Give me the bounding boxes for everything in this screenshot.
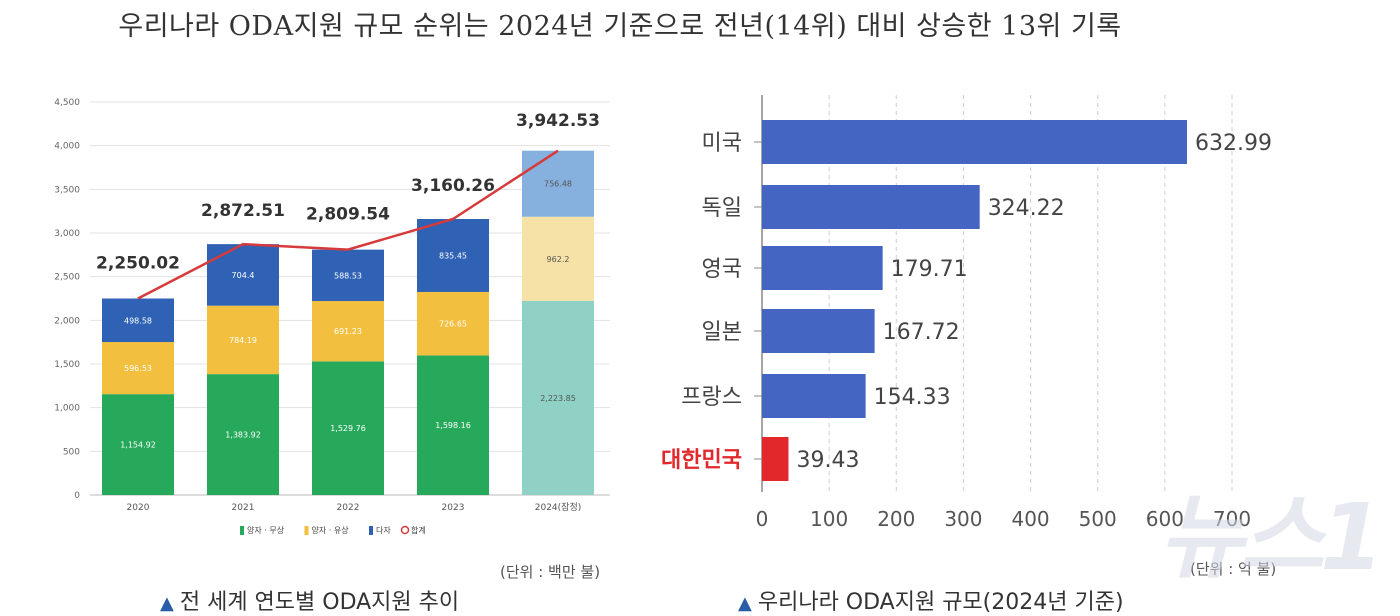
legend-swatch [369, 526, 373, 535]
stacked-bar-segment [102, 394, 174, 495]
legend-swatch [304, 526, 309, 535]
total-value-label: 2,872.51 [201, 201, 285, 221]
segment-value-label: 835.45 [439, 251, 467, 260]
x-tick-label: 0 [756, 507, 769, 531]
y-tick-label: 4,500 [54, 98, 80, 108]
stacked-bar-segment [522, 216, 594, 301]
headline: 우리나라 ODA지원 규모 순위는 2024년 기준으로 전년(14위) 대비 … [118, 11, 1122, 42]
right-unit-note: (단위 : 억 불) [1190, 560, 1277, 578]
x-tick-label: 600 [1146, 507, 1184, 531]
y-tick-label: 3,500 [54, 185, 80, 195]
category-label: 미국 [702, 131, 742, 156]
segment-value-label: 704.4 [232, 271, 255, 280]
category-label: 독일 [702, 196, 742, 221]
stacked-bar-segment [102, 298, 174, 343]
bar [762, 309, 875, 353]
segment-value-label: 2,223.85 [540, 394, 576, 403]
stacked-bar-segment [207, 305, 279, 375]
right-caption-text: 우리나라 ODA지원 규모(2024년 기준) [757, 590, 1124, 615]
segment-value-label: 756.48 [544, 180, 572, 189]
stacked-bar-segment [312, 249, 384, 302]
bar-value-label: 154.33 [874, 385, 951, 410]
category-label: 일본 [702, 320, 742, 345]
bar [762, 185, 980, 229]
bar [762, 437, 789, 481]
stacked-bar-segment [312, 301, 384, 362]
stacked-bar-segment [207, 244, 279, 306]
left-caption-text: 전 세계 연도별 ODA지원 추이 [179, 590, 460, 615]
segment-value-label: 726.65 [439, 320, 467, 329]
x-tick-label: 2020 [127, 503, 150, 513]
stacked-bar-segment [102, 342, 174, 395]
bar-value-label: 324.22 [988, 196, 1065, 221]
x-tick-label: 700 [1213, 507, 1251, 531]
watermark-logo: 뉴스1 [1158, 484, 1384, 591]
segment-value-label: 1,383.92 [225, 431, 261, 440]
legend-swatch [240, 526, 244, 535]
bar-value-label: 179.71 [891, 257, 968, 282]
y-tick-label: 500 [63, 447, 80, 457]
segment-value-label: 784.19 [229, 336, 257, 345]
stacked-bar-segment [522, 300, 594, 495]
stacked-bar-segment [417, 355, 489, 495]
segment-value-label: 498.58 [124, 316, 152, 325]
category-label: 프랑스 [681, 385, 742, 410]
bar-value-label: 632.99 [1195, 131, 1272, 156]
bar [762, 246, 883, 290]
segment-value-label: 596.53 [124, 364, 152, 373]
x-tick-label: 2022 [337, 503, 360, 513]
x-tick-label: 100 [810, 507, 848, 531]
x-tick-label: 300 [944, 507, 982, 531]
legend-label: 양자 · 무상 [247, 525, 285, 535]
bar [762, 374, 866, 418]
triangle-up-icon: ▲ [160, 593, 174, 614]
stacked-bar-segment [207, 374, 279, 495]
triangle-up-icon: ▲ [738, 593, 752, 614]
legend-swatch [400, 525, 410, 535]
total-line [137, 149, 559, 300]
left-unit-note: (단위 : 백만 불) [500, 563, 601, 581]
x-tick-label: 2021 [232, 503, 255, 513]
segment-value-label: 1,529.76 [330, 424, 366, 433]
y-tick-label: 0 [74, 491, 80, 501]
segment-value-label: 588.53 [334, 271, 362, 280]
total-value-label: 2,250.02 [96, 253, 180, 273]
segment-value-label: 962.2 [547, 255, 570, 264]
category-label: 대한민국 [661, 448, 742, 473]
stacked-bar-segment [417, 291, 489, 356]
y-tick-label: 1,500 [54, 360, 80, 370]
legend-label: 합계 [411, 525, 426, 535]
x-tick-label: 500 [1079, 507, 1117, 531]
x-tick-label: 2023 [442, 503, 465, 513]
y-tick-label: 2,000 [54, 316, 80, 326]
y-tick-label: 2,500 [54, 273, 80, 283]
left-stacked-bar-chart: 0 500 1,000 1,500 2,000 2,500 3,000 3,500 4,000 4… [54, 98, 610, 535]
total-value-label: 2,809.54 [306, 205, 390, 225]
bar-value-label: 39.43 [796, 448, 859, 473]
y-tick-label: 4,000 [54, 142, 80, 152]
legend-label: 양자 · 유상 [312, 525, 350, 535]
stacked-bar-segment [417, 219, 489, 292]
x-tick-label: 400 [1011, 507, 1049, 531]
x-tick-label: 2024(잠정) [535, 502, 582, 513]
category-label: 영국 [702, 257, 742, 282]
right-horizontal-bar-chart: 0 100 200 300 400 500 600 700 미국 632.99 독일 324.22 영국… [661, 95, 1272, 531]
y-tick-label: 1,000 [54, 404, 80, 414]
total-value-label: 3,160.26 [411, 176, 495, 196]
right-caption: ▲ 우리나라 ODA지원 규모(2024년 기준) [738, 584, 1124, 616]
legend-label: 다자 [376, 526, 391, 535]
bar-value-label: 167.72 [883, 320, 960, 345]
y-tick-label: 3,000 [54, 229, 80, 239]
total-value-label: 3,942.53 [516, 111, 600, 131]
stacked-bar-segment [312, 361, 384, 495]
segment-value-label: 1,154.92 [120, 441, 156, 450]
segment-value-label: 1,598.16 [435, 421, 471, 430]
left-caption: ▲ 전 세계 연도별 ODA지원 추이 [160, 584, 459, 616]
x-tick-label: 200 [877, 507, 915, 531]
stacked-bar-segment [522, 150, 594, 217]
segment-value-label: 691.23 [334, 327, 362, 336]
bar [762, 120, 1188, 164]
